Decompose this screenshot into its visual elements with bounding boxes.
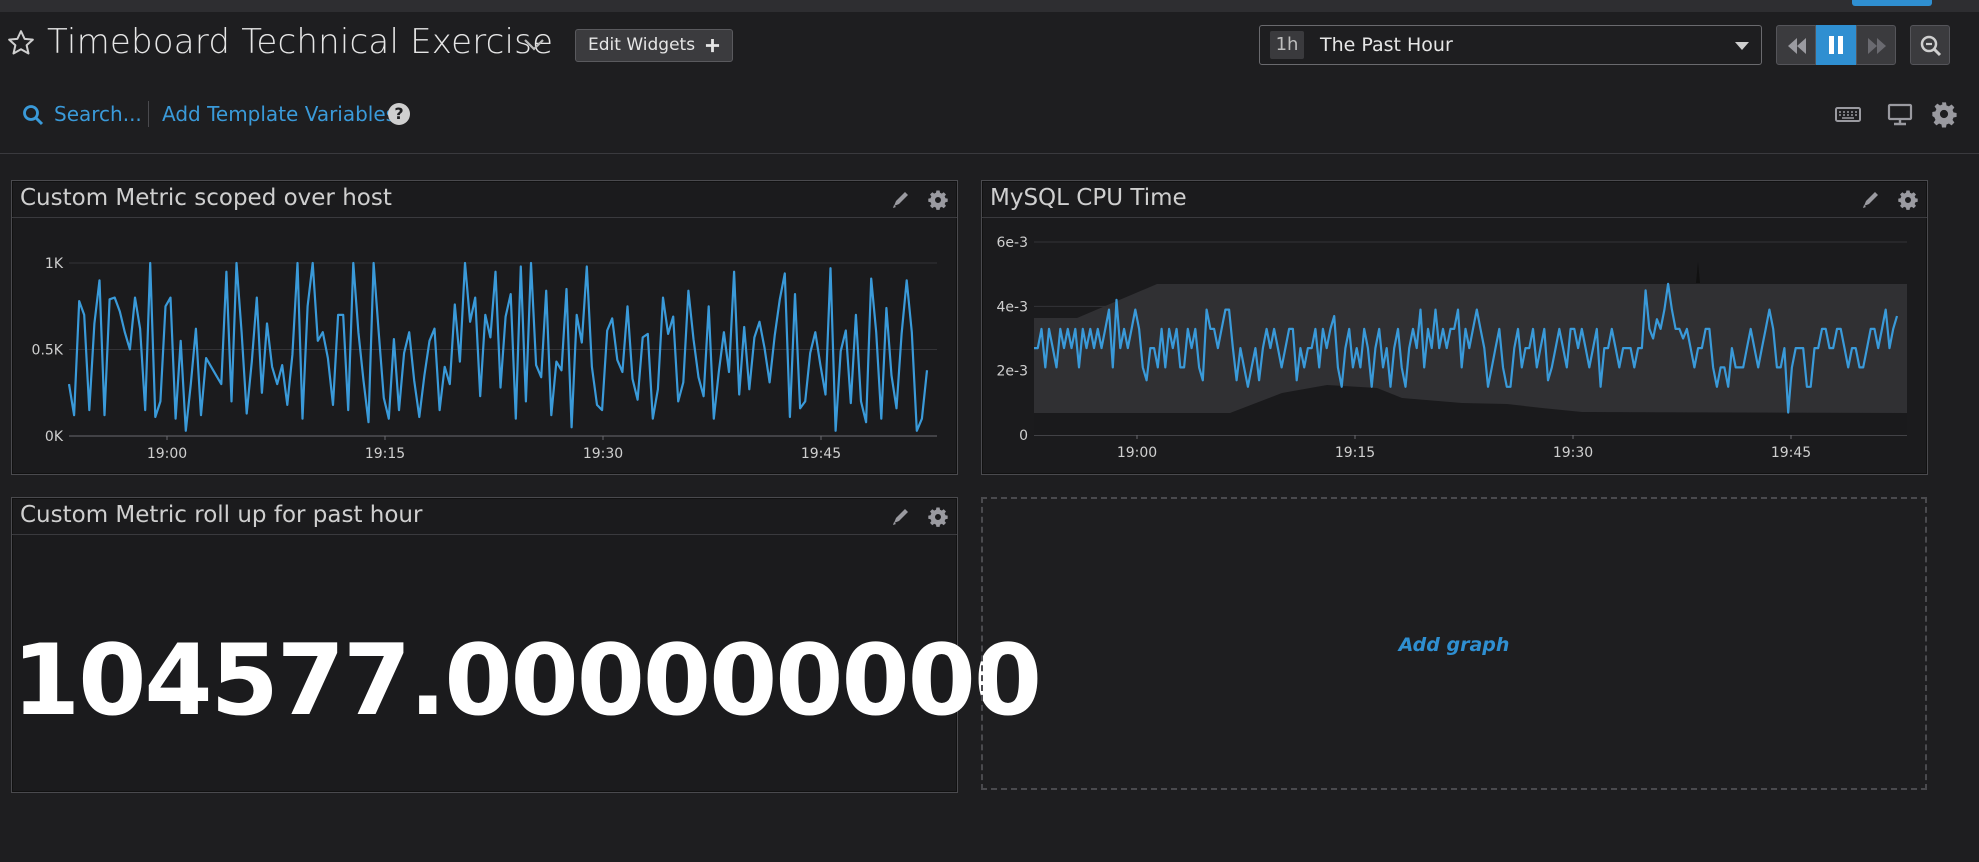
pause-button[interactable] [1816, 25, 1856, 65]
plus-icon [705, 38, 720, 53]
widget-mysql-cpu-time: MySQL CPU Time 0 2e-3 4e-3 6e-3 19:00 19:15 19… [981, 180, 1928, 475]
y-tick-label: 0.5K [32, 343, 64, 359]
toolbar-divider-line [0, 153, 1979, 154]
caret-down-icon [1735, 42, 1749, 50]
x-tick-label: 19:00 [1117, 445, 1157, 461]
gear-icon[interactable] [1930, 100, 1958, 128]
widget-actions [893, 190, 948, 210]
spike-marker [1696, 262, 1700, 283]
band-lower-area [1034, 385, 1907, 435]
series-line [67, 261, 929, 432]
query-value: 104577.000000000 [12, 624, 1042, 738]
widget-custom-metric-rollup: Custom Metric roll up for past hour 1045… [11, 497, 1042, 793]
time-range-label: The Past Hour [1320, 34, 1453, 56]
edit-widgets-label: Edit Widgets [588, 35, 696, 55]
monitor-icon[interactable] [1886, 100, 1914, 128]
widget-title: Custom Metric roll up for past hour [20, 502, 423, 528]
x-tick-label: 19:15 [365, 446, 405, 462]
x-tick-label: 19:00 [147, 446, 187, 462]
band-area [1034, 284, 1907, 413]
y-tick-label: 6e-3 [997, 235, 1028, 251]
series-line [1034, 282, 1899, 414]
widget-actions [893, 507, 948, 527]
x-tick-label: 19:15 [1335, 445, 1375, 461]
add-graph-placeholder[interactable]: Add graph [981, 497, 1927, 790]
widget-header-divider [982, 217, 1927, 218]
time-range-select[interactable]: 1h The Past Hour [1259, 25, 1762, 65]
pencil-icon[interactable] [893, 192, 908, 208]
pencil-icon[interactable] [1863, 192, 1878, 208]
toolbar-divider [148, 101, 149, 127]
y-tick-label: 1K [45, 256, 64, 272]
x-tick-label: 19:30 [1553, 445, 1593, 461]
help-icon[interactable]: ? [388, 103, 410, 125]
search-label: Search... [54, 102, 142, 126]
gear-icon[interactable] [928, 507, 948, 527]
add-graph-label: Add graph [1398, 634, 1510, 656]
fast-forward-icon [1868, 38, 1886, 54]
keyboard-icon[interactable] [1834, 100, 1862, 128]
zoom-button[interactable] [1910, 25, 1950, 65]
edit-widgets-button[interactable]: Edit Widgets [575, 29, 733, 62]
top-strip [0, 0, 1979, 12]
time-range-badge: 1h [1270, 31, 1304, 59]
y-tick-label: 2e-3 [997, 364, 1028, 380]
x-tick-label: 19:30 [583, 446, 623, 462]
dashboard-title: Timeboard Technical Exercise [47, 22, 554, 62]
widget-header-divider [12, 534, 957, 535]
y-tick-label: 0K [45, 429, 64, 445]
y-tick-label: 0 [1019, 428, 1028, 444]
fast-forward-button[interactable] [1856, 25, 1896, 65]
search-icon [23, 105, 44, 126]
x-tick-label: 19:45 [801, 446, 841, 462]
mysql-cpu-chart[interactable]: 0 2e-3 4e-3 6e-3 19:00 19:15 19:30 19:45 [982, 218, 1927, 474]
top-action-button[interactable] [1852, 0, 1932, 6]
widget-title: Custom Metric scoped over host [20, 185, 392, 211]
add-template-variables-link[interactable]: Add Template Variables [162, 102, 397, 126]
gear-icon[interactable] [1898, 190, 1918, 210]
pencil-icon[interactable] [893, 509, 908, 525]
widget-title: MySQL CPU Time [990, 185, 1187, 211]
widget-header-divider [12, 217, 957, 218]
gear-icon[interactable] [928, 190, 948, 210]
widget-actions [1863, 190, 1918, 210]
zoom-icon [1920, 35, 1942, 57]
rewind-button[interactable] [1776, 25, 1816, 65]
star-icon[interactable] [6, 28, 36, 58]
x-tick-label: 19:45 [1771, 445, 1811, 461]
custom-metric-chart[interactable]: 0K 0.5K 1K 19:00 19:15 19:30 19:45 [12, 218, 957, 474]
pause-icon [1829, 36, 1843, 54]
y-tick-label: 4e-3 [997, 299, 1028, 315]
chevron-down-icon[interactable] [522, 36, 546, 54]
widget-custom-metric-host: Custom Metric scoped over host 0K 0.5K 1K 1… [11, 180, 958, 475]
rewind-icon [1788, 38, 1806, 54]
